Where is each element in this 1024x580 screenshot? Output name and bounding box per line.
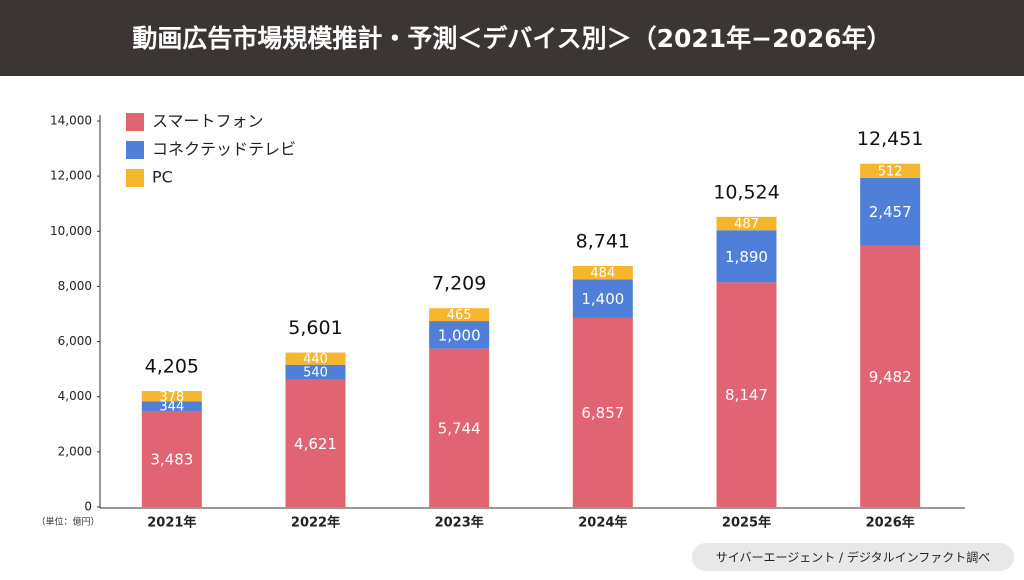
value-label: 1,400 xyxy=(581,290,624,308)
bar-segment xyxy=(141,401,202,411)
bar-segment xyxy=(141,410,202,507)
legend-swatch xyxy=(126,141,144,159)
x-tick-label: 2025年 xyxy=(722,515,771,531)
legend-label: PC xyxy=(152,168,173,187)
bar-segment xyxy=(429,321,490,349)
value-label: 3,483 xyxy=(150,450,193,468)
bar-segment xyxy=(572,279,633,318)
total-label: 12,451 xyxy=(857,128,923,150)
y-tick-label: 0 xyxy=(84,500,92,514)
value-label: 378 xyxy=(159,390,184,405)
bar-segment xyxy=(285,364,346,380)
total-label: 7,209 xyxy=(432,273,486,295)
x-tick-label: 2022年 xyxy=(291,515,340,531)
total-label: 8,741 xyxy=(576,230,630,252)
value-label: 465 xyxy=(447,308,472,323)
value-label: 487 xyxy=(734,217,759,232)
bar-segment xyxy=(716,230,777,283)
total-label: 10,524 xyxy=(713,181,779,203)
bar-segment xyxy=(429,308,490,322)
x-tick-label: 2021年 xyxy=(147,515,196,531)
x-tick-label: 2024年 xyxy=(578,515,627,531)
bar-segment xyxy=(860,177,921,246)
value-label: 6,857 xyxy=(581,404,624,422)
y-tick-label: 8,000 xyxy=(58,279,92,293)
x-tick-label: 2023年 xyxy=(435,515,484,531)
value-label: 2,457 xyxy=(869,203,912,221)
legend-label: コネクテッドテレビ xyxy=(152,140,296,159)
bar-segment xyxy=(572,265,633,280)
total-label: 5,601 xyxy=(288,317,342,339)
bar-segment xyxy=(141,391,202,402)
source: サイバーエージェント / デジタルインファクト調べ xyxy=(716,550,991,565)
bar-segment xyxy=(716,216,777,231)
value-label: 8,147 xyxy=(725,386,768,404)
x-tick-label: 2026年 xyxy=(866,515,915,531)
bar-segment xyxy=(716,282,777,507)
y-tick-label: 10,000 xyxy=(50,224,92,238)
legend-swatch xyxy=(126,113,144,131)
value-label: 4,621 xyxy=(294,435,337,453)
y-tick-label: 4,000 xyxy=(58,389,92,403)
legend-label: スマートフォン xyxy=(152,112,264,131)
bar-segment xyxy=(285,379,346,507)
value-label: 1,000 xyxy=(438,326,481,344)
value-label: 9,482 xyxy=(869,368,912,386)
value-label: 5,744 xyxy=(438,419,481,437)
bar-segment xyxy=(572,317,633,507)
value-label: 540 xyxy=(303,366,328,381)
legend-swatch xyxy=(126,169,144,187)
bar-segment xyxy=(860,163,921,178)
value-label: 512 xyxy=(878,164,903,179)
y-tick-label: 12,000 xyxy=(50,169,92,183)
total-label: 4,205 xyxy=(145,356,199,378)
value-label: 440 xyxy=(303,352,328,367)
bar-segment xyxy=(285,352,346,365)
source-box xyxy=(692,543,1014,571)
value-label: 1,890 xyxy=(725,248,768,266)
value-label: 344 xyxy=(159,400,184,415)
header-bar xyxy=(0,0,1024,76)
y-tick-label: 2,000 xyxy=(58,444,92,458)
y-tick-label: 6,000 xyxy=(58,334,92,348)
value-label: 484 xyxy=(590,266,615,281)
bar-segment xyxy=(860,245,921,507)
unit-note: （単位：億円） xyxy=(36,516,99,528)
bar-segment xyxy=(429,348,490,507)
chart-title: 動画広告市場規模推計・予測＜デバイス別＞（2021年−2026年） xyxy=(132,24,891,53)
y-tick-label: 14,000 xyxy=(50,114,92,128)
